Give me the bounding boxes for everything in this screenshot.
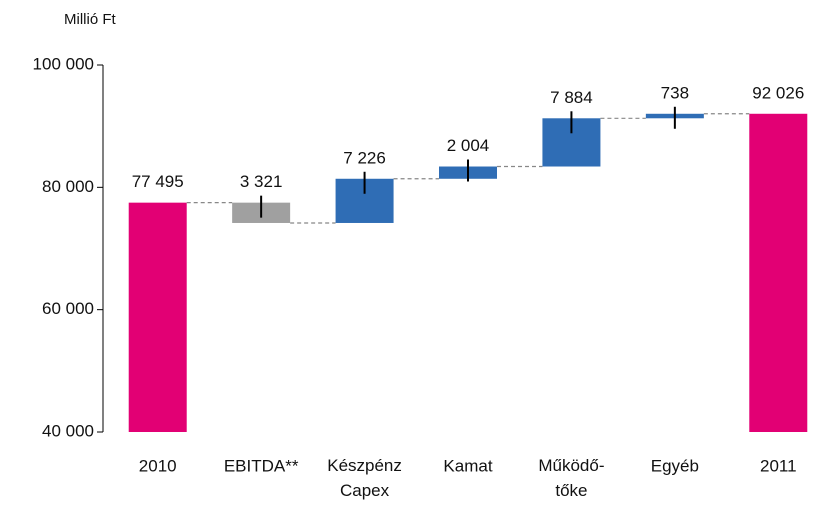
x-tick-label: Működő-tőke	[538, 456, 604, 500]
y-tick-label: 40 000	[42, 421, 94, 440]
bar	[749, 113, 808, 433]
value-label: 77 495	[132, 172, 184, 191]
value-label: 92 026	[752, 83, 804, 102]
y-tick-label: 100 000	[33, 54, 94, 73]
x-tick-label: Egyéb	[651, 456, 699, 475]
value-label: 2 004	[447, 136, 490, 155]
y-tick-label: 60 000	[42, 299, 94, 318]
value-label: 7 884	[550, 88, 593, 107]
value-label: 3 321	[240, 172, 283, 191]
bar	[128, 202, 187, 432]
x-tick-label: EBITDA**	[224, 456, 299, 475]
value-label: 738	[661, 83, 689, 102]
x-tick-label: 2011	[760, 456, 797, 475]
x-tick-label: Készpénz Capex	[327, 456, 402, 500]
y-tick-label: 80 000	[42, 177, 94, 196]
y-axis-label: Millió Ft	[64, 11, 116, 28]
value-label: 7 226	[343, 148, 386, 167]
x-tick-label: Kamat	[443, 456, 492, 475]
x-tick-label: 2010	[139, 456, 177, 475]
